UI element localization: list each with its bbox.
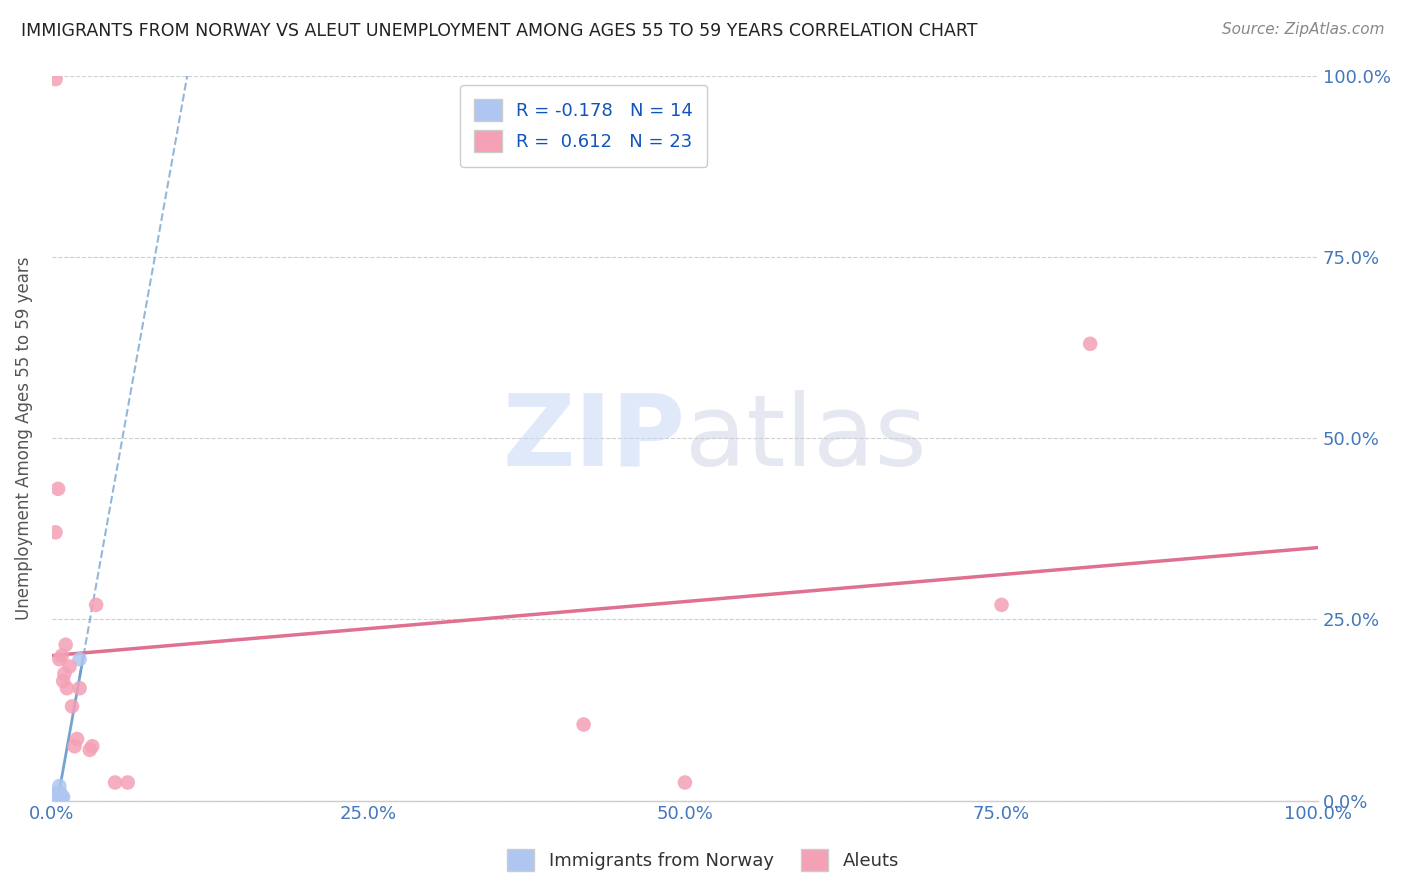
Point <box>45 786 67 800</box>
Point <box>1078 336 1101 351</box>
Point <box>82 739 104 754</box>
Point <box>69 681 91 696</box>
Point <box>48 779 70 793</box>
Point <box>49 789 72 804</box>
Point <box>673 775 696 789</box>
Point <box>46 786 69 800</box>
Point <box>60 699 83 714</box>
Y-axis label: Unemployment Among Ages 55 to 59 years: Unemployment Among Ages 55 to 59 years <box>15 256 32 620</box>
Point <box>66 731 89 746</box>
Point <box>52 789 75 804</box>
Point <box>45 789 67 804</box>
Point <box>51 789 73 804</box>
Point <box>48 652 70 666</box>
Point <box>46 789 69 804</box>
Point <box>48 789 70 804</box>
Point <box>63 739 86 754</box>
Point <box>46 482 69 496</box>
Text: atlas: atlas <box>685 390 927 486</box>
Point <box>52 673 75 688</box>
Point <box>53 666 76 681</box>
Point <box>45 525 67 540</box>
Point <box>79 743 101 757</box>
Point <box>572 717 595 731</box>
Point <box>69 652 91 666</box>
Point <box>58 659 80 673</box>
Point <box>45 72 67 87</box>
Text: Source: ZipAtlas.com: Source: ZipAtlas.com <box>1222 22 1385 37</box>
Legend: R = -0.178   N = 14, R =  0.612   N = 23: R = -0.178 N = 14, R = 0.612 N = 23 <box>460 85 707 167</box>
Point <box>55 638 77 652</box>
Point <box>84 598 107 612</box>
Point <box>49 786 72 800</box>
Point <box>48 786 70 800</box>
Point <box>56 681 79 696</box>
Point <box>104 775 127 789</box>
Point <box>45 786 67 800</box>
Point <box>117 775 139 789</box>
Point <box>990 598 1012 612</box>
Text: IMMIGRANTS FROM NORWAY VS ALEUT UNEMPLOYMENT AMONG AGES 55 TO 59 YEARS CORRELATI: IMMIGRANTS FROM NORWAY VS ALEUT UNEMPLOY… <box>21 22 977 40</box>
Text: ZIP: ZIP <box>502 390 685 486</box>
Point <box>45 789 67 804</box>
Legend: Immigrants from Norway, Aleuts: Immigrants from Norway, Aleuts <box>501 842 905 879</box>
Point <box>51 648 73 663</box>
